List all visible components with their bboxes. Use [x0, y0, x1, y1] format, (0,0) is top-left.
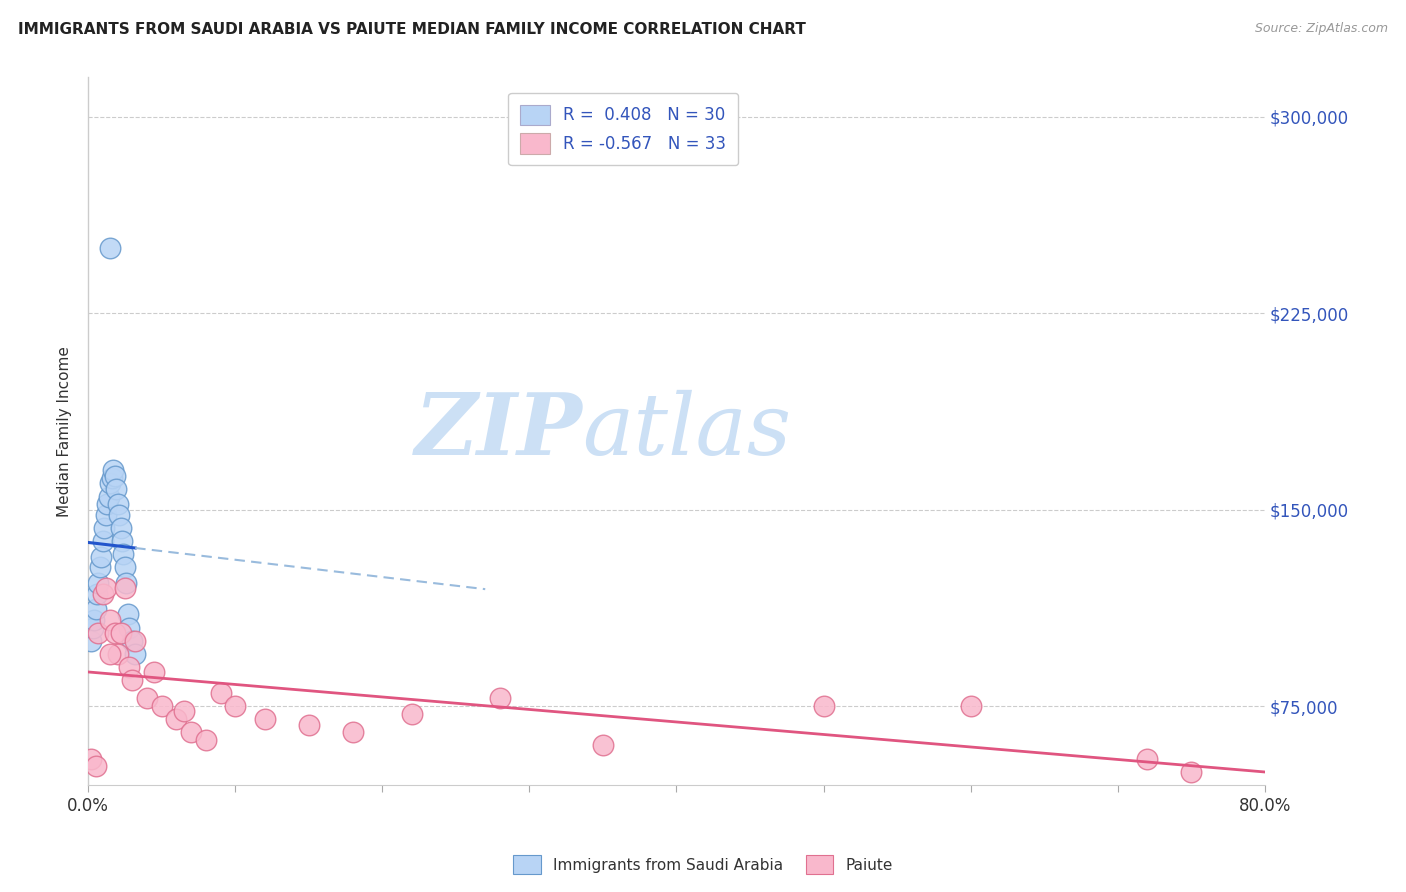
- Text: ZIP: ZIP: [415, 389, 582, 473]
- Point: [100, 471, 122, 485]
- Point: [150, 699, 173, 714]
- Point: [118, 621, 141, 635]
- Point: [112, 547, 135, 561]
- Point: [91, 534, 114, 549]
- Point: [105, 482, 128, 496]
- Point: [86, 586, 108, 600]
- Point: [98, 613, 121, 627]
- Point: [143, 665, 166, 679]
- Point: [107, 498, 129, 512]
- Point: [80, 633, 103, 648]
- Point: [180, 725, 202, 739]
- Text: Source: ZipAtlas.com: Source: ZipAtlas.com: [1254, 22, 1388, 36]
- Point: [592, 739, 614, 753]
- Point: [82, 621, 104, 635]
- Point: [959, 699, 981, 714]
- Point: [813, 699, 835, 714]
- Point: [1136, 751, 1159, 765]
- Point: [94, 508, 117, 522]
- Point: [115, 576, 138, 591]
- Text: atlas: atlas: [582, 390, 792, 473]
- Point: [97, 490, 120, 504]
- Point: [83, 613, 105, 627]
- Point: [110, 625, 132, 640]
- Point: [118, 660, 141, 674]
- Point: [107, 647, 129, 661]
- Point: [108, 508, 131, 522]
- Point: [91, 586, 114, 600]
- Point: [94, 582, 117, 596]
- Point: [124, 633, 146, 648]
- Point: [298, 717, 321, 731]
- Point: [401, 706, 423, 721]
- Point: [111, 534, 134, 549]
- Point: [209, 686, 232, 700]
- Point: [165, 712, 187, 726]
- Point: [253, 712, 276, 726]
- Point: [489, 691, 512, 706]
- Point: [1180, 764, 1202, 779]
- Point: [98, 241, 121, 255]
- Point: [117, 607, 139, 622]
- Legend: R =  0.408   N = 30, R = -0.567   N = 33: R = 0.408 N = 30, R = -0.567 N = 33: [509, 93, 738, 165]
- Legend: Immigrants from Saudi Arabia, Paiute: Immigrants from Saudi Arabia, Paiute: [508, 849, 898, 880]
- Point: [104, 468, 127, 483]
- Point: [87, 576, 110, 591]
- Point: [98, 647, 121, 661]
- Point: [124, 647, 146, 661]
- Point: [101, 463, 124, 477]
- Point: [224, 699, 246, 714]
- Point: [121, 633, 143, 648]
- Point: [89, 560, 111, 574]
- Point: [80, 751, 103, 765]
- Point: [110, 521, 132, 535]
- Point: [342, 725, 364, 739]
- Point: [114, 560, 136, 574]
- Point: [114, 582, 136, 596]
- Point: [194, 733, 217, 747]
- Point: [121, 673, 143, 687]
- Point: [93, 521, 115, 535]
- Point: [84, 602, 107, 616]
- Point: [87, 625, 110, 640]
- Point: [98, 476, 121, 491]
- Text: IMMIGRANTS FROM SAUDI ARABIA VS PAIUTE MEDIAN FAMILY INCOME CORRELATION CHART: IMMIGRANTS FROM SAUDI ARABIA VS PAIUTE M…: [18, 22, 806, 37]
- Point: [90, 549, 112, 564]
- Y-axis label: Median Family Income: Median Family Income: [58, 346, 72, 516]
- Point: [96, 498, 118, 512]
- Point: [173, 705, 195, 719]
- Point: [136, 691, 159, 706]
- Point: [104, 625, 127, 640]
- Point: [84, 759, 107, 773]
